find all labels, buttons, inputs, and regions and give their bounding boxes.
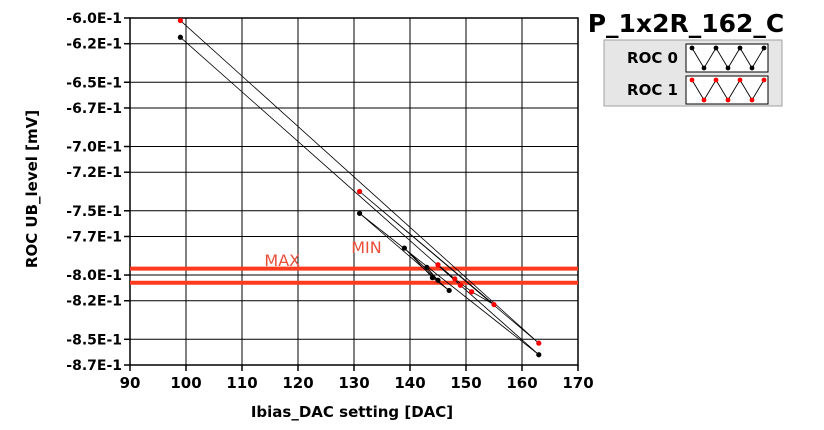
data-point-roc-0 bbox=[401, 245, 407, 251]
data-point-roc-0 bbox=[536, 352, 542, 358]
legend-marker-roc-0 bbox=[749, 65, 755, 71]
plot-series bbox=[177, 17, 542, 358]
series-line-roc-1 bbox=[180, 20, 540, 344]
y-tick-label: -8.0E-1 bbox=[66, 268, 122, 284]
legend-marker-roc-1 bbox=[761, 77, 767, 83]
data-point-roc-1 bbox=[177, 17, 183, 24]
legend-marker-roc-1 bbox=[689, 77, 695, 83]
x-tick-label: 100 bbox=[170, 374, 201, 392]
x-tick-label: 170 bbox=[562, 374, 593, 392]
data-point-roc-1 bbox=[491, 301, 497, 308]
data-point-roc-0 bbox=[446, 287, 452, 294]
series-line-roc-0 bbox=[180, 37, 540, 356]
data-point-roc-0 bbox=[357, 210, 363, 216]
x-axis: 90 100 110 120 130 140 150 160 170 bbox=[120, 365, 594, 392]
legend-marker-roc-0 bbox=[761, 45, 767, 51]
data-point-roc-0 bbox=[435, 277, 441, 283]
data-point-roc-1 bbox=[452, 276, 458, 282]
legend-marker-roc-0 bbox=[725, 65, 731, 71]
legend-marker-roc-0 bbox=[713, 45, 719, 51]
y-tick-label: -6.2E-1 bbox=[66, 37, 122, 53]
y-tick-label: -6.0E-1 bbox=[66, 11, 122, 27]
data-point-roc-1 bbox=[357, 188, 363, 195]
x-axis-title: Ibias_DAC setting [DAC] bbox=[251, 403, 453, 421]
legend: ROC 0 ROC 1 bbox=[603, 39, 783, 107]
legend-marker-roc-1 bbox=[713, 77, 719, 83]
reference-lines: MAX MIN bbox=[130, 238, 578, 285]
y-axis-title: ROC UB_level [mV] bbox=[23, 110, 41, 268]
data-point-roc-1 bbox=[536, 340, 542, 346]
y-tick-label: -6.5E-1 bbox=[66, 75, 122, 91]
x-tick-label: 130 bbox=[338, 374, 369, 392]
y-tick-label: -7.7E-1 bbox=[66, 229, 122, 245]
legend-marker-roc-0 bbox=[689, 45, 695, 51]
x-tick-label: 110 bbox=[226, 374, 257, 392]
legend-label-roc-1: ROC 1 bbox=[627, 81, 678, 99]
x-tick-label: 140 bbox=[394, 374, 425, 392]
data-point-roc-1 bbox=[457, 282, 463, 288]
data-point-roc-0 bbox=[429, 275, 435, 281]
legend-marker-roc-1 bbox=[701, 97, 707, 103]
legend-marker-roc-0 bbox=[737, 45, 743, 51]
y-tick-label: -6.7E-1 bbox=[66, 101, 122, 117]
x-tick-label: 150 bbox=[450, 374, 481, 392]
legend-marker-roc-1 bbox=[737, 77, 743, 83]
y-tick-label: -7.5E-1 bbox=[66, 204, 122, 220]
y-tick-label: -8.2E-1 bbox=[66, 294, 122, 310]
y-tick-label: -8.5E-1 bbox=[66, 332, 122, 348]
x-tick-label: 160 bbox=[506, 374, 537, 392]
legend-marker-roc-1 bbox=[749, 97, 755, 103]
y-tick-label: -8.7E-1 bbox=[66, 358, 122, 374]
data-point-roc-0 bbox=[177, 34, 183, 40]
data-point-roc-1 bbox=[469, 289, 475, 295]
reference-label-max: MAX bbox=[264, 251, 300, 270]
data-point-roc-1 bbox=[435, 262, 441, 268]
y-tick-label: -7.0E-1 bbox=[66, 140, 122, 156]
x-tick-label: 120 bbox=[282, 374, 313, 392]
y-axis: -6.0E-1 -6.2E-1 -6.5E-1 -6.7E-1 -7.0E-1 -7.2E… bbox=[66, 11, 130, 374]
legend-marker-roc-0 bbox=[701, 65, 707, 71]
chart-title: P_1x2R_162_C bbox=[588, 9, 785, 38]
legend-label-roc-0: ROC 0 bbox=[627, 49, 678, 67]
legend-marker-roc-1 bbox=[725, 97, 731, 103]
data-point-roc-0 bbox=[424, 264, 430, 270]
reference-label-min: MIN bbox=[351, 238, 382, 257]
x-tick-label: 90 bbox=[120, 374, 141, 392]
y-tick-label: -7.2E-1 bbox=[66, 165, 122, 181]
